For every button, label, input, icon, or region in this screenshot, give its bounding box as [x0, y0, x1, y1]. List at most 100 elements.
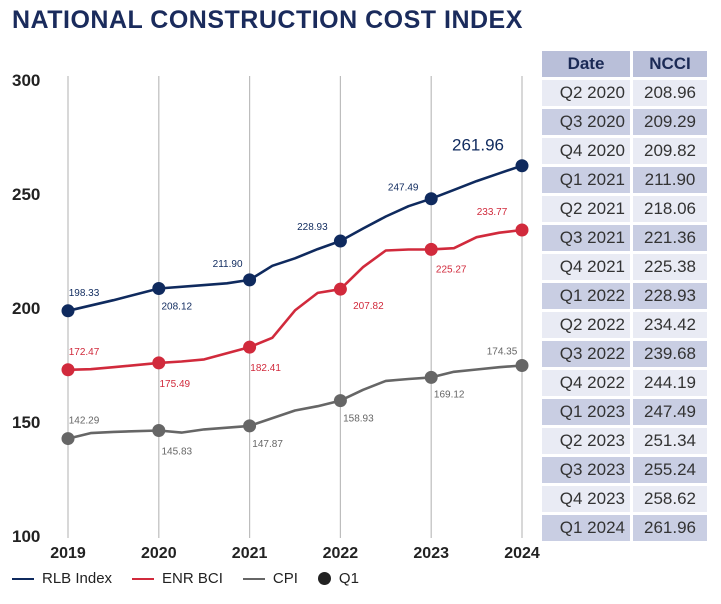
data-label: 145.83	[162, 447, 193, 458]
table-header-ncci: NCCI	[633, 51, 707, 77]
table-cell-date: Q3 2021	[542, 225, 630, 251]
table-cell-ncci: 209.82	[633, 138, 707, 164]
table-cell-ncci: 247.49	[633, 399, 707, 425]
data-label: 198.33	[69, 288, 100, 299]
series-line-cpi	[67, 364, 523, 440]
table-cell-ncci: 225.38	[633, 254, 707, 280]
table-cell-ncci: 258.62	[633, 486, 707, 512]
table-cell-date: Q1 2022	[542, 283, 630, 309]
y-tick-label: 200	[12, 299, 40, 318]
table-cell-ncci: 221.36	[633, 225, 707, 251]
series-line-enr-bci	[67, 228, 523, 372]
table-cell-date: Q3 2023	[542, 457, 630, 483]
table-cell-date: Q2 2022	[542, 312, 630, 338]
data-label: 182.41	[250, 363, 281, 374]
table-cell-date: Q3 2022	[542, 341, 630, 367]
legend-item-q1: Q1	[317, 570, 359, 587]
table-row: Q2 2021 218.06	[542, 196, 707, 222]
table-row: Q1 2022 228.93	[542, 283, 707, 309]
table-cell-date: Q1 2021	[542, 167, 630, 193]
table-cell-ncci: 218.06	[633, 196, 707, 222]
table-cell-date: Q4 2022	[542, 370, 630, 396]
data-label: 211.90	[213, 259, 243, 270]
table-cell-date: Q2 2021	[542, 196, 630, 222]
table-cell-ncci: 239.68	[633, 341, 707, 367]
data-label: 175.49	[160, 379, 191, 390]
ncci-table-body: Q2 2020 208.96 Q3 2020 209.29 Q4 2020 209.82 Q…	[542, 80, 707, 541]
legend-label-q1: Q1	[338, 570, 359, 587]
y-tick-label: 150	[12, 413, 40, 432]
table-cell-date: Q1 2023	[542, 399, 630, 425]
legend-label-rlb: RLB Index	[42, 570, 113, 587]
q1-point-marker	[424, 370, 438, 384]
table-row: Q2 2020 208.96	[542, 80, 707, 106]
legend-item-cpi: CPI	[242, 570, 298, 587]
x-tick-label: 2020	[141, 545, 177, 562]
q1-point-marker	[424, 242, 438, 256]
y-tick-label: 100	[12, 527, 40, 546]
table-row: Q4 2020 209.82	[542, 138, 707, 164]
table-row: Q2 2023 251.34	[542, 428, 707, 454]
data-label: 207.82	[353, 301, 384, 312]
q1-point-marker	[515, 159, 529, 173]
y-tick-label: 300	[12, 71, 40, 90]
x-tick-label: 2022	[323, 545, 359, 562]
q1-point-marker	[333, 282, 347, 296]
q1-point-marker	[333, 394, 347, 408]
table-cell-date: Q1 2024	[542, 515, 630, 541]
q1-point-marker	[243, 273, 257, 287]
table-cell-ncci: 261.96	[633, 515, 707, 541]
table-header-row: Date NCCI	[542, 51, 707, 77]
data-label: 172.47	[69, 347, 100, 358]
legend-item-rlb: RLB Index	[12, 570, 112, 587]
q1-point-marker	[424, 192, 438, 206]
table-row: Q2 2022 234.42	[542, 312, 707, 338]
legend-item-enr: ENR BCI	[132, 570, 223, 587]
table-header-date: Date	[542, 51, 630, 77]
x-tick-label: 2021	[232, 545, 268, 562]
y-tick-label: 250	[12, 185, 40, 204]
q1-point-marker	[152, 356, 166, 370]
table-cell-ncci: 234.42	[633, 312, 707, 338]
q1-point-marker	[61, 363, 75, 377]
table-row: Q3 2021 221.36	[542, 225, 707, 251]
data-label: 169.12	[434, 389, 465, 400]
q1-point-marker	[333, 234, 347, 248]
table-row: Q1 2024 261.96	[542, 515, 707, 541]
ncci-table: Date NCCI Q2 2020 208.96 Q3 2020 209.29 Q4 2…	[539, 48, 710, 544]
data-label: 261.96	[452, 136, 504, 155]
table-cell-ncci: 255.24	[633, 457, 707, 483]
legend-line-cpi	[242, 577, 265, 580]
table-row: Q1 2021 211.90	[542, 167, 707, 193]
data-label: 208.12	[162, 301, 193, 312]
table-cell-ncci: 228.93	[633, 283, 707, 309]
chart-legend: RLB Index ENR BCI CPI Q1	[12, 570, 379, 587]
table-row: Q3 2023 255.24	[542, 457, 707, 483]
table-cell-ncci: 251.34	[633, 428, 707, 454]
table-cell-ncci: 209.29	[633, 109, 707, 135]
table-cell-ncci: 208.96	[633, 80, 707, 106]
x-tick-label: 2024	[504, 545, 540, 562]
table-cell-date: Q2 2023	[542, 428, 630, 454]
legend-label-enr: ENR BCI	[162, 570, 223, 587]
q1-point-marker	[152, 424, 166, 438]
table-row: Q4 2022 244.19	[542, 370, 707, 396]
data-label: 247.49	[388, 183, 419, 194]
data-label: 228.93	[297, 222, 328, 233]
chart-title: NATIONAL CONSTRUCTION COST INDEX	[12, 6, 523, 34]
legend-dot-q1	[317, 572, 331, 585]
table-cell-date: Q4 2021	[542, 254, 630, 280]
data-label: 147.87	[252, 439, 283, 450]
data-label: 174.35	[487, 346, 518, 357]
table-row: Q4 2023 258.62	[542, 486, 707, 512]
q1-point-marker	[243, 419, 257, 433]
q1-point-marker	[515, 358, 529, 372]
table-cell-ncci: 244.19	[633, 370, 707, 396]
q1-point-marker	[61, 304, 75, 318]
data-label: 225.27	[436, 264, 467, 275]
table-row: Q4 2021 225.38	[542, 254, 707, 280]
table-cell-ncci: 211.90	[633, 167, 707, 193]
x-tick-label: 2019	[50, 545, 86, 562]
table-cell-date: Q4 2023	[542, 486, 630, 512]
data-label: 158.93	[343, 414, 374, 425]
